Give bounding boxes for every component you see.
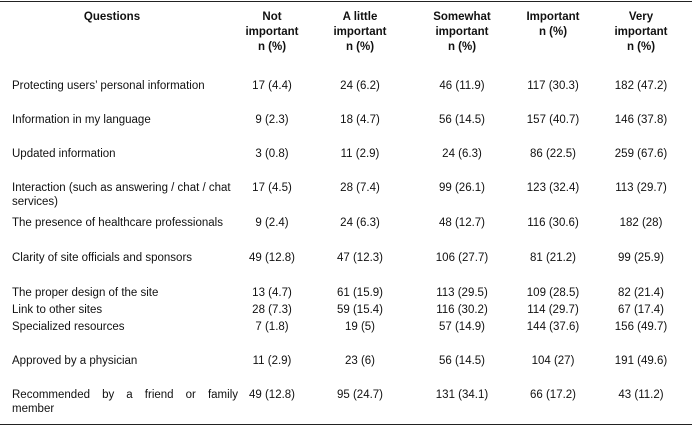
value-not-important: 11 (2.9) [252, 355, 292, 367]
value-somewhat-important: 57 (14.9) [438, 321, 486, 333]
value-little-important: 18 (4.7) [340, 114, 380, 126]
header-questions: Questions [83, 11, 141, 23]
value-not-important: 49 (12.8) [248, 389, 296, 401]
value-somewhat-important: 113 (29.5) [436, 287, 488, 299]
header-line: n (%) [345, 41, 375, 53]
header-line: Not [262, 11, 282, 23]
value-very-important: 259 (67.6) [614, 148, 668, 160]
header-little-important: A little important n (%) [324, 10, 396, 55]
header-somewhat-important: Somewhat important n (%) [421, 10, 503, 55]
value-important: 66 (17.2) [529, 389, 577, 401]
header-very-important: Very important n (%) [604, 10, 678, 55]
value-little-important: 19 (5) [344, 321, 376, 333]
value-somewhat-important: 24 (6.3) [442, 148, 482, 160]
value-somewhat-important: 106 (27.7) [435, 252, 489, 264]
value-very-important: 113 (29.7) [615, 182, 667, 194]
header-line: A little [342, 11, 378, 23]
value-little-important: 59 (15.4) [336, 304, 384, 316]
question-cell: Recommended by a friend or family member [12, 389, 238, 415]
value-little-important: 23 (6) [344, 355, 376, 367]
value-important: 144 (37.6) [526, 321, 580, 333]
question-cell: Interaction (such as answering / chat / … [12, 182, 231, 208]
value-very-important: 146 (37.8) [614, 114, 668, 126]
header-important: Important n (%) [514, 10, 592, 40]
question-cell: The proper design of the site [12, 287, 159, 299]
header-line: n (%) [447, 41, 477, 53]
value-not-important: 28 (7.3) [252, 304, 292, 316]
value-important: 116 (30.6) [527, 217, 579, 229]
value-important: 123 (32.4) [526, 182, 580, 194]
value-very-important: 67 (17.4) [617, 304, 665, 316]
value-very-important: 156 (49.7) [614, 321, 668, 333]
question-cell: Link to other sites [12, 304, 103, 316]
header-line: Somewhat [433, 11, 491, 23]
value-not-important: 3 (0.8) [255, 148, 289, 160]
value-important: 117 (30.3) [527, 80, 579, 92]
question-cell: The presence of healthcare professionals [12, 217, 223, 229]
question-cell: Specialized resources [12, 321, 125, 333]
value-important: 109 (28.5) [526, 287, 580, 299]
header-not-important: Not important n (%) [240, 10, 304, 55]
value-somewhat-important: 116 (30.2) [436, 304, 488, 316]
question-cell: Protecting users’ personal information [12, 80, 205, 92]
value-little-important: 24 (6.2) [340, 80, 380, 92]
header-line: important [333, 26, 387, 38]
header-line: n (%) [538, 26, 568, 38]
table-top-rule [0, 1, 692, 2]
value-not-important: 49 (12.8) [248, 252, 296, 264]
header-line: Important [526, 11, 580, 23]
value-somewhat-important: 56 (14.5) [438, 114, 486, 126]
value-very-important: 99 (25.9) [617, 252, 665, 264]
value-somewhat-important: 48 (12.7) [438, 217, 486, 229]
header-line: important [245, 26, 299, 38]
value-not-important: 13 (4.7) [252, 287, 292, 299]
value-very-important: 82 (21.4) [617, 287, 665, 299]
value-somewhat-important: 131 (34.1) [435, 389, 489, 401]
value-important: 81 (21.2) [529, 252, 577, 264]
table-bottom-rule [0, 424, 692, 425]
value-little-important: 61 (15.9) [336, 287, 384, 299]
header-line: n (%) [257, 41, 287, 53]
value-little-important: 11 (2.9) [340, 148, 380, 160]
value-important: 86 (22.5) [529, 148, 577, 160]
value-important: 104 (27) [531, 355, 575, 367]
question-cell: Clarity of site officials and sponsors [12, 252, 193, 264]
value-very-important: 191 (49.6) [614, 355, 668, 367]
header-line: Very [628, 11, 654, 23]
value-important: 157 (40.7) [526, 114, 580, 126]
value-somewhat-important: 99 (26.1) [438, 182, 486, 194]
value-little-important: 24 (6.3) [340, 217, 380, 229]
value-important: 114 (29.7) [527, 304, 579, 316]
value-not-important: 17 (4.5) [252, 182, 292, 194]
value-not-important: 17 (4.4) [252, 80, 292, 92]
value-somewhat-important: 46 (11.9) [439, 80, 485, 92]
value-very-important: 182 (47.2) [614, 80, 668, 92]
question-cell: Updated information [12, 148, 116, 160]
value-not-important: 9 (2.4) [255, 217, 289, 229]
value-somewhat-important: 56 (14.5) [438, 355, 486, 367]
question-cell: Information in my language [12, 114, 151, 126]
header-line: important [435, 26, 489, 38]
value-very-important: 43 (11.2) [618, 389, 664, 401]
header-line: important [614, 26, 668, 38]
value-little-important: 28 (7.4) [340, 182, 380, 194]
question-cell: Approved by a physician [12, 355, 138, 367]
value-not-important: 7 (1.8) [255, 321, 289, 333]
value-not-important: 9 (2.3) [255, 114, 289, 126]
header-line: n (%) [626, 41, 656, 53]
value-very-important: 182 (28) [619, 217, 663, 229]
value-little-important: 47 (12.3) [336, 252, 384, 264]
value-little-important: 95 (24.7) [336, 389, 384, 401]
